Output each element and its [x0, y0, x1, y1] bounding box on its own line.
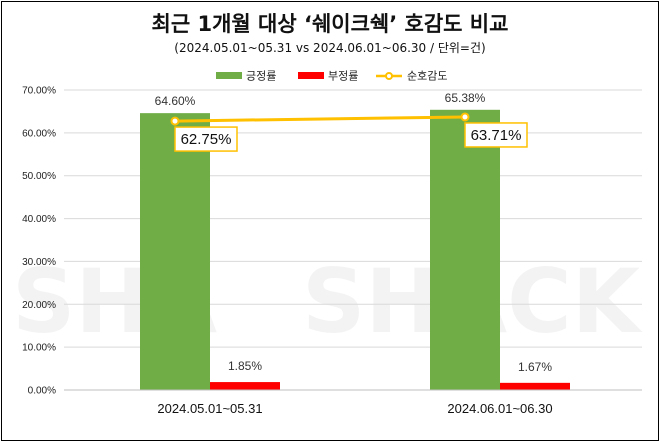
y-tick-label: 30.00% — [22, 257, 56, 268]
line-series — [174, 115, 466, 123]
line-label-box — [174, 126, 238, 152]
legend-line-marker — [385, 72, 393, 80]
y-tick-label: 50.00% — [22, 171, 56, 182]
data-label-negative: 1.67% — [518, 360, 552, 374]
y-axis: 0.00% 10.00% 20.00% 30.00% 40.00% 50.00% 60.00… — [22, 86, 56, 397]
chart-title: 최근 1개월 대상 ‘쉐이크쉑’ 호감도 비교 — [152, 12, 509, 36]
y-tick-label: 60.00% — [22, 128, 56, 139]
line-data-label: 62.75% — [181, 131, 232, 148]
legend-label: 부정률 — [328, 70, 358, 83]
line-point — [170, 116, 180, 126]
y-tick-label: 10.00% — [22, 343, 56, 354]
x-category-label: 2024.05.01~05.31 — [157, 401, 262, 416]
data-label-positive: 64.60% — [155, 94, 196, 108]
x-axis: 2024.05.01~05.31 2024.06.01~06.30 — [64, 389, 642, 416]
bar-positive — [430, 109, 500, 391]
bar-negative — [500, 382, 570, 390]
y-tick-label: 70.00% — [22, 86, 56, 97]
legend-label: 순호감도 — [407, 70, 447, 83]
bar-negative — [210, 382, 280, 390]
y-tick-label: 20.00% — [22, 300, 56, 311]
data-label-positive: 65.38% — [445, 91, 486, 105]
line-data-label: 63.71% — [471, 127, 522, 144]
bars: 64.60% 1.85% 65.38% 1.67% — [140, 91, 570, 391]
legend-swatch — [298, 72, 324, 79]
data-label-negative: 1.85% — [228, 359, 262, 373]
legend-label: 긍정률 — [246, 70, 276, 83]
y-tick-label: 0.00% — [28, 386, 56, 397]
legend-swatch — [216, 72, 242, 79]
y-tick-label: 40.00% — [22, 214, 56, 225]
line-label-box — [464, 122, 528, 148]
chart-subtitle: (2024.05.01~05.31 vs 2024.06.01~06.30 / … — [174, 41, 485, 55]
net-favorability-line: 62.75% 63.71% — [170, 112, 528, 152]
bar-positive — [140, 113, 210, 391]
x-category-label: 2024.06.01~06.30 — [447, 401, 552, 416]
line-point — [460, 112, 470, 122]
legend: 긍정률 부정률 순호감도 — [216, 70, 447, 83]
